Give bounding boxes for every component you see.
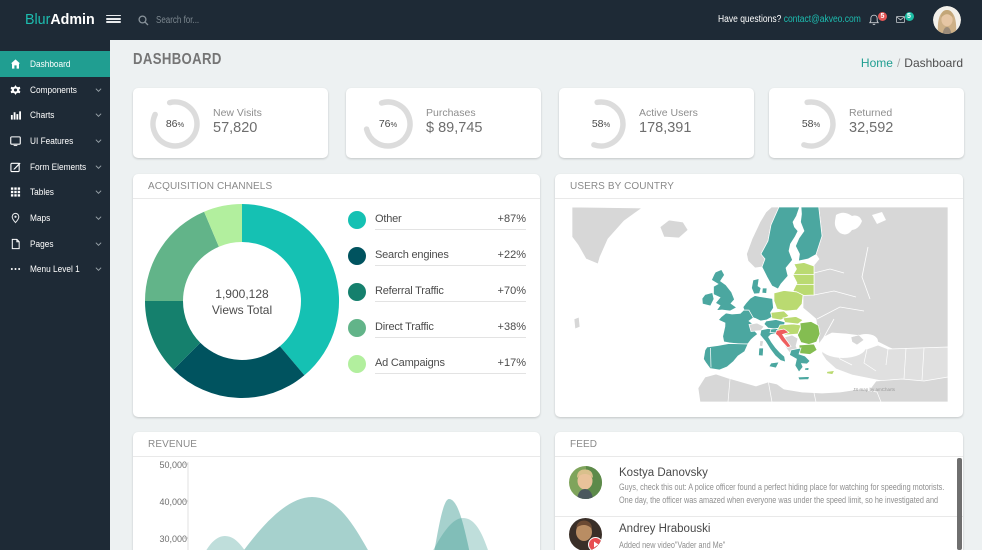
- svg-text:JS map by amCharts: JS map by amCharts: [853, 387, 896, 392]
